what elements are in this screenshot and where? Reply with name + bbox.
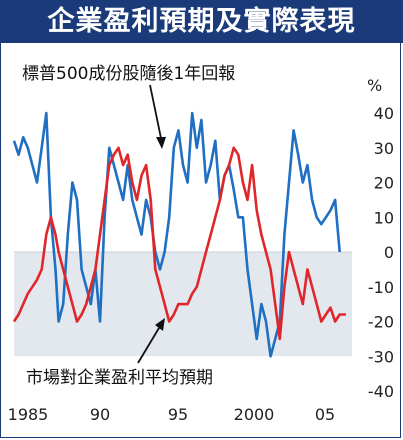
x-tick-label: 95 — [168, 405, 188, 424]
y-tick-label: -40 — [368, 382, 394, 401]
y-tick-label: 40 — [374, 104, 394, 123]
y-unit-label: % — [367, 76, 382, 95]
y-tick-label: 20 — [374, 174, 394, 193]
y-tick-label: -10 — [368, 278, 394, 297]
annotation-arrow-blue — [149, 84, 163, 144]
x-tick-label: 90 — [90, 405, 110, 424]
chart-title: 企業盈利預期及實際表現 — [0, 0, 403, 43]
series-line-red — [12, 146, 346, 341]
y-tick-label: 0 — [384, 243, 394, 262]
y-tick-label: -20 — [368, 313, 394, 332]
series-line-blue — [12, 111, 341, 358]
annotation-bg-blue — [16, 59, 314, 85]
annotation-red-label: 市場對企業盈利平均預期 — [26, 368, 213, 388]
arrowhead-icon — [155, 318, 165, 331]
y-tick-label: -30 — [368, 347, 394, 366]
annotation-blue-label: 標普500成份股隨後1年回報 — [22, 64, 235, 84]
y-tick-label: 30 — [374, 139, 394, 158]
line-chart: % 40 30 20 10 0 -10 -20 -30 -40 1985 90 95 2000 05 標普… — [8, 59, 394, 424]
arrowhead-icon — [156, 137, 166, 149]
x-tick-label: 1985 — [8, 405, 49, 424]
y-tick-label: 10 — [374, 208, 394, 227]
annotation-bg-red — [20, 363, 290, 389]
x-tick-label: 2000 — [234, 405, 275, 424]
x-tick-label: 05 — [315, 405, 335, 424]
annotation-arrow-red — [137, 322, 163, 364]
